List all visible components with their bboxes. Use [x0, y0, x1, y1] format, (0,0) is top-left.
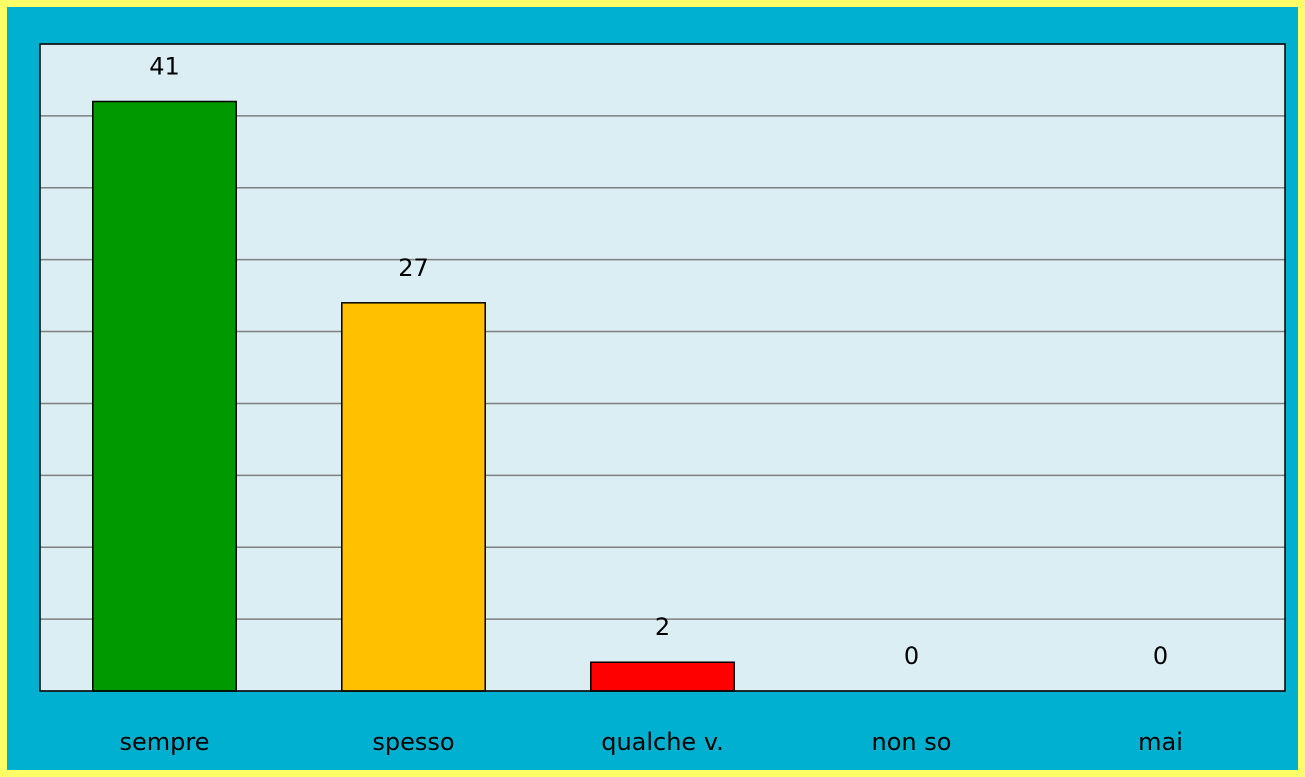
bar — [590, 661, 735, 692]
x-tick-label: non so — [872, 728, 952, 756]
plot-frame — [39, 43, 1286, 692]
data-label: 0 — [1153, 642, 1168, 670]
x-tick-label: qualche v. — [601, 728, 724, 756]
data-label: 0 — [904, 642, 919, 670]
x-tick-label: sempre — [120, 728, 210, 756]
x-tick-label: spesso — [372, 728, 454, 756]
plot-area — [40, 44, 1285, 691]
data-label: 2 — [655, 613, 670, 641]
bar — [92, 100, 237, 692]
bar — [341, 302, 486, 692]
x-tick-label: mai — [1138, 728, 1183, 756]
data-label: 27 — [398, 254, 429, 282]
data-label: 41 — [149, 53, 180, 81]
